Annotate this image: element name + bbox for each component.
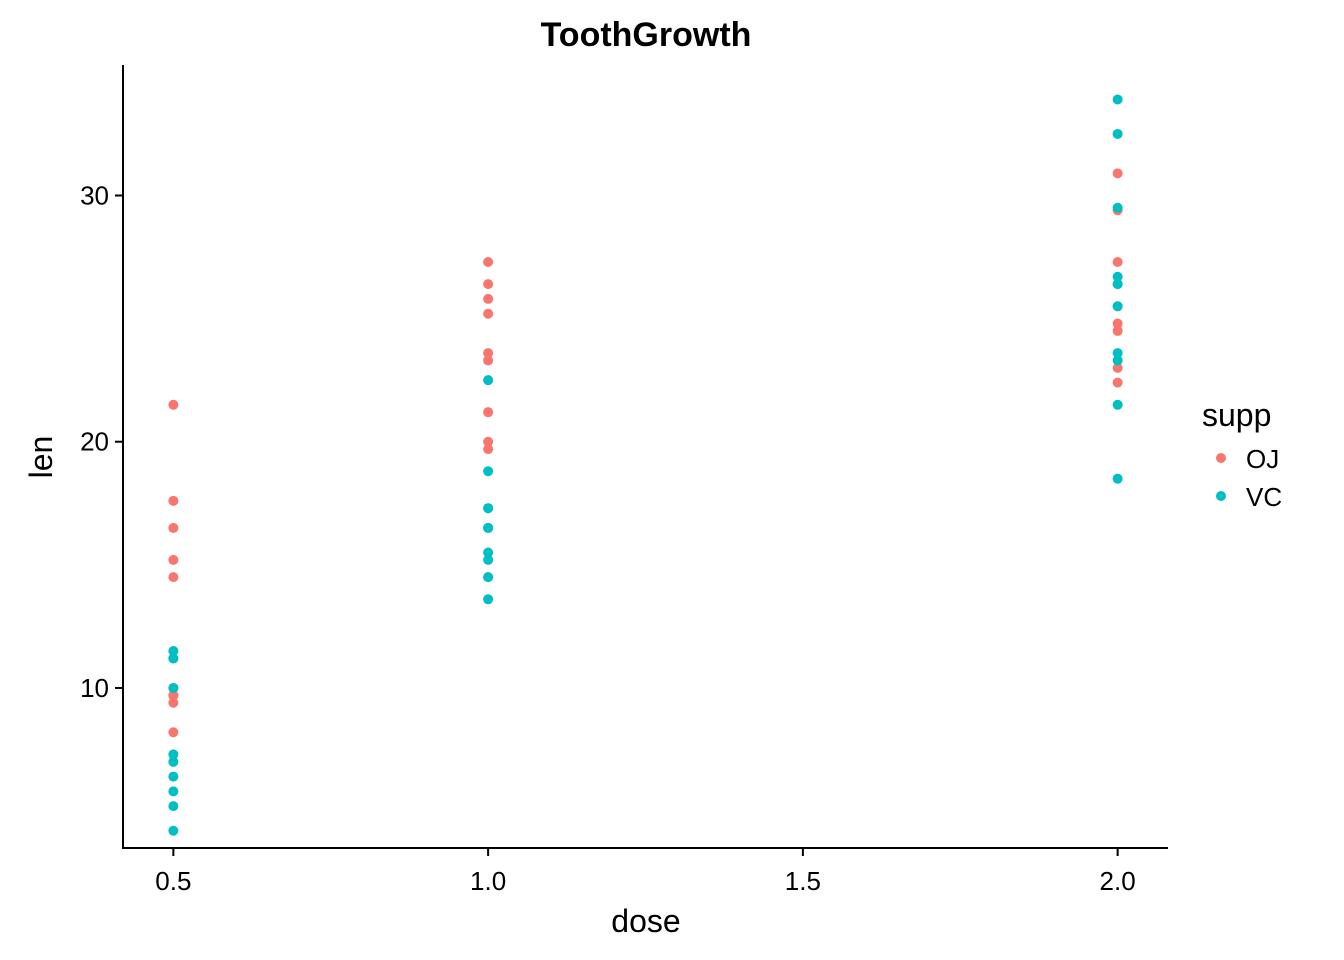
x-axis-title: dose xyxy=(611,903,680,939)
data-point-vc xyxy=(168,801,179,812)
data-point-vc xyxy=(168,786,179,797)
data-point-vc xyxy=(168,749,179,760)
y-tick-label: 20 xyxy=(80,427,109,457)
data-point-vc xyxy=(483,522,494,533)
x-ticks: 0.5 1.0 1.5 2.0 xyxy=(155,848,1136,896)
data-point-vc xyxy=(168,771,179,782)
data-point-vc xyxy=(1112,271,1123,282)
data-point-oj xyxy=(168,554,179,565)
data-point-oj xyxy=(483,348,494,359)
data-point-vc xyxy=(483,503,494,514)
y-ticks: 10 20 30 xyxy=(80,181,123,703)
data-point-oj xyxy=(1112,256,1123,267)
data-point-oj xyxy=(1112,362,1123,373)
data-point-oj xyxy=(483,293,494,304)
data-point-vc xyxy=(168,653,179,664)
chart-title: ToothGrowth xyxy=(541,16,752,54)
data-point-vc xyxy=(168,756,179,767)
data-point-vc xyxy=(483,375,494,386)
legend-label-vc: VC xyxy=(1246,482,1282,512)
data-point-vc xyxy=(483,572,494,583)
data-point-oj xyxy=(168,399,179,410)
data-point-vc xyxy=(483,554,494,565)
data-point-vc xyxy=(1112,348,1123,359)
data-point-vc xyxy=(168,825,179,836)
data-point-oj xyxy=(168,727,179,738)
data-point-oj xyxy=(483,355,494,366)
data-point-oj xyxy=(1112,325,1123,336)
data-point-vc xyxy=(1112,279,1123,290)
data-point-oj xyxy=(483,256,494,267)
legend: supp OJ VC xyxy=(1202,397,1282,512)
data-point-oj xyxy=(483,279,494,290)
data-point-vc xyxy=(1112,355,1123,366)
data-point-vc xyxy=(1112,94,1123,105)
data-point-oj xyxy=(168,690,179,701)
legend-key-oj xyxy=(1216,453,1226,463)
data-point-vc xyxy=(1112,128,1123,139)
data-point-vc xyxy=(483,547,494,558)
data-point-oj xyxy=(168,495,179,506)
data-point-vc xyxy=(1112,473,1123,484)
points-layer xyxy=(168,94,1123,836)
legend-label-oj: OJ xyxy=(1246,444,1279,474)
x-tick-label: 2.0 xyxy=(1100,866,1136,896)
data-point-oj xyxy=(483,436,494,447)
data-point-vc xyxy=(168,682,179,693)
y-axis-title: len xyxy=(23,436,59,479)
x-tick-label: 0.5 xyxy=(155,866,191,896)
data-point-oj xyxy=(168,697,179,708)
data-point-vc xyxy=(168,646,179,657)
y-tick-label: 10 xyxy=(80,673,109,703)
data-point-oj xyxy=(483,308,494,319)
data-point-oj xyxy=(1112,377,1123,388)
data-point-oj xyxy=(168,522,179,533)
data-point-vc xyxy=(483,594,494,605)
data-point-oj xyxy=(483,444,494,455)
x-tick-label: 1.5 xyxy=(785,866,821,896)
data-point-vc xyxy=(1112,301,1123,312)
y-tick-label: 30 xyxy=(80,181,109,211)
data-point-vc xyxy=(1112,202,1123,213)
legend-key-vc xyxy=(1216,491,1226,501)
data-point-oj xyxy=(168,572,179,583)
data-point-vc xyxy=(483,466,494,477)
data-point-vc xyxy=(1112,399,1123,410)
data-point-oj xyxy=(1112,318,1123,329)
data-point-oj xyxy=(1112,168,1123,179)
data-point-oj xyxy=(483,407,494,418)
legend-title: supp xyxy=(1202,397,1271,433)
x-tick-label: 1.0 xyxy=(470,866,506,896)
